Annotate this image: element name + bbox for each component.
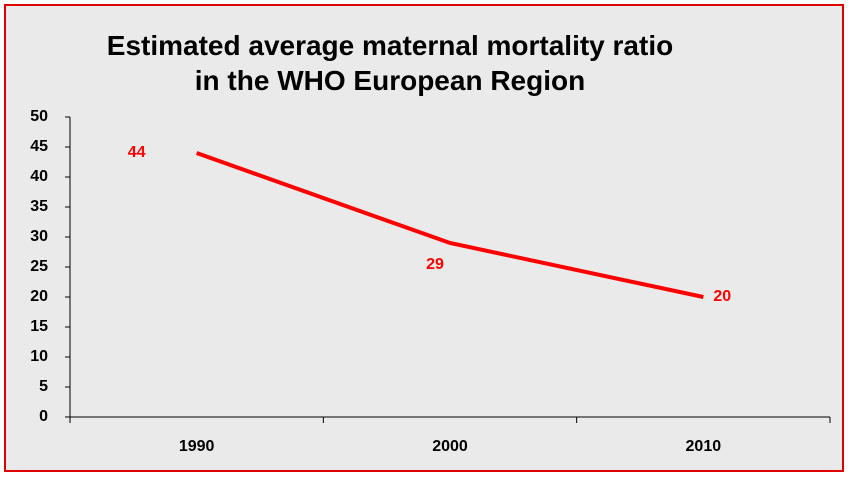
y-tick-label: 40 [30,168,48,185]
y-tick-label: 30 [30,228,48,245]
chart-title: Estimated average maternal mortality rat… [106,30,674,96]
data-label: 44 [128,144,146,161]
x-tick-label: 2000 [432,438,468,455]
y-tick-label: 35 [30,198,48,215]
y-tick-label: 25 [30,258,48,275]
data-label: 29 [426,256,444,273]
data-label: 20 [713,288,731,305]
y-tick-label: 10 [30,348,48,365]
data-line [195,151,704,299]
y-tick-label: 45 [30,138,48,155]
chart-frame [4,4,844,472]
y-tick-label: 50 [30,108,48,125]
x-tick-label: 1990 [179,438,215,455]
y-tick-label: 15 [30,318,48,335]
y-tick-label: 0 [39,408,48,425]
y-tick-label: 20 [30,288,48,305]
x-tick-label: 2010 [686,438,722,455]
y-tick-label: 5 [39,378,48,395]
